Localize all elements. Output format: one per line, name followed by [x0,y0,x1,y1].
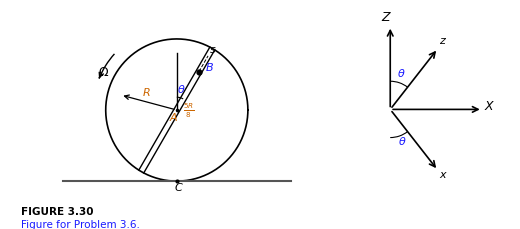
Text: Figure for Problem 3.6.: Figure for Problem 3.6. [21,219,140,229]
Text: $\theta$: $\theta$ [397,67,406,79]
Text: $z$: $z$ [439,36,447,46]
Text: $x$: $x$ [439,170,448,180]
Text: $R$: $R$ [141,86,150,98]
Text: FIGURE 3.30: FIGURE 3.30 [21,206,93,216]
Text: $\theta$: $\theta$ [398,135,407,147]
Text: $s$: $s$ [209,45,217,55]
Text: $X$: $X$ [484,100,496,113]
Text: $\frac{5R}{8}$: $\frac{5R}{8}$ [183,101,194,119]
Text: $B$: $B$ [205,61,214,73]
Text: $C$: $C$ [174,180,184,192]
Text: $\Omega$: $\Omega$ [98,66,109,79]
Text: $Z$: $Z$ [381,11,392,24]
Text: $\theta$: $\theta$ [177,83,185,95]
Text: $A$: $A$ [168,111,178,123]
